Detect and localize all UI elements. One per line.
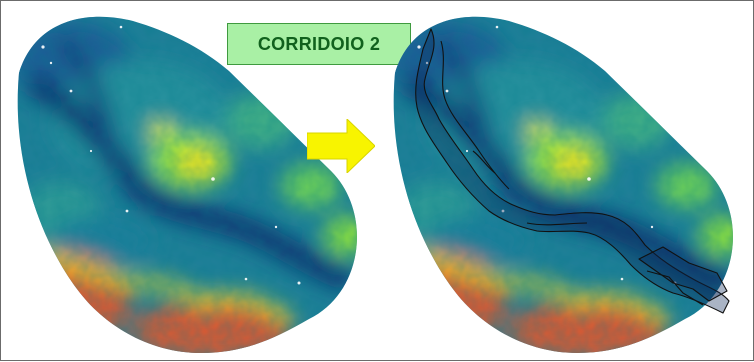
transition-arrow-icon [307, 119, 375, 173]
terrain-surface [393, 16, 733, 354]
corridor-overlay [415, 28, 730, 314]
terrain-map-left [17, 16, 357, 354]
corridor-title: CORRIDOIO 2 [227, 23, 411, 65]
terrain-map-right [393, 16, 733, 354]
